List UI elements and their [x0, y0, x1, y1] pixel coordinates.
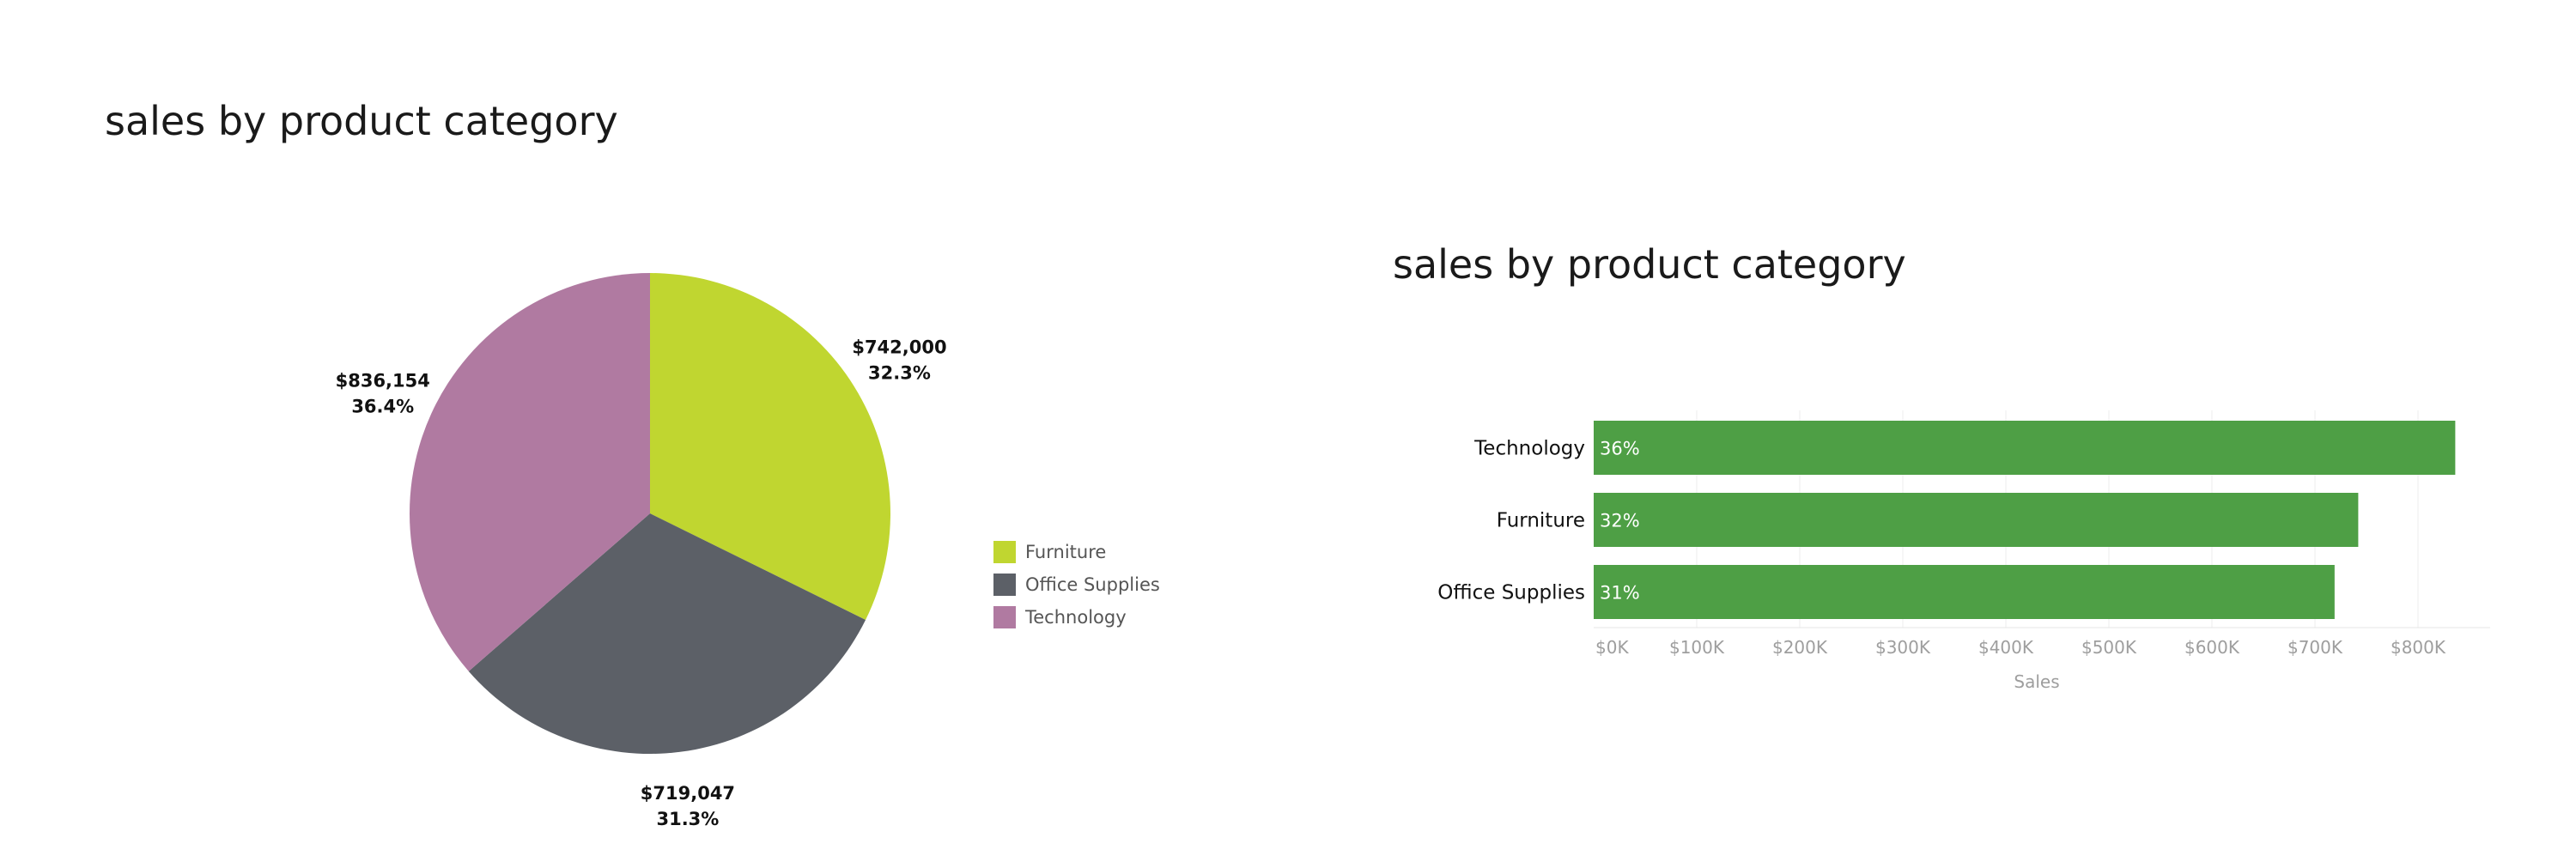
pie-value-label-technology: $836,154 [336, 370, 430, 391]
x-tick-label: $600K [2184, 637, 2240, 658]
bar-x-axis-title: Sales [2014, 671, 2059, 692]
pie-slice-office-supplies[interactable] [468, 513, 866, 754]
pie-legend: Furniture Office Supplies Technology [993, 541, 1160, 628]
category-label-technology: Technology [1473, 438, 1585, 460]
legend-item-furniture[interactable]: Furniture [993, 541, 1106, 563]
bar-data-label-furniture: 32% [1600, 511, 1640, 531]
x-tick-label: $100K [1669, 637, 1725, 658]
category-label-office-supplies: Office Supplies [1437, 582, 1585, 604]
pie-value-label-furniture: $742,000 [852, 337, 946, 357]
pie-value-label-office-supplies: $719,047 [641, 783, 735, 804]
legend-item-office-supplies[interactable]: Office Supplies [993, 574, 1160, 596]
bar-bars: Technology 36% Furniture 32% Office Supplies… [1437, 421, 2456, 619]
pie-labels: $742,000 32.3% $719,047 31.3% $836,154 36.4% [336, 337, 947, 829]
legend-label-office-supplies: Office Supplies [1025, 574, 1160, 595]
x-tick-label: $500K [2081, 637, 2137, 658]
x-tick-label: $300K [1875, 637, 1931, 658]
x-tick-label: $400K [1978, 637, 2034, 658]
pie-slice-furniture[interactable] [650, 273, 890, 620]
bar-x-axis: $0K $100K $200K $300K $400K $500K $600K $700K $8… [1595, 637, 2446, 658]
bar-data-label-office-supplies: 31% [1600, 583, 1640, 604]
x-tick-label: $200K [1772, 637, 1828, 658]
pie-chart-panel: sales by product category $742,00032.3%$… [105, 98, 1160, 829]
legend-label-technology: Technology [1024, 607, 1127, 628]
pie-slices [410, 273, 890, 754]
category-label-furniture: Furniture [1497, 510, 1585, 532]
legend-swatch-office-supplies [993, 574, 1016, 596]
bar-chart-title: sales by product category [1393, 241, 1906, 288]
x-tick-label: $0K [1595, 637, 1629, 658]
bar-technology[interactable] [1594, 421, 2456, 475]
legend-label-furniture: Furniture [1025, 542, 1106, 562]
x-tick-label: $700K [2287, 637, 2343, 658]
legend-item-technology[interactable]: Technology [993, 606, 1127, 628]
pie-chart-title: sales by product category [105, 98, 618, 144]
legend-swatch-furniture [993, 541, 1016, 563]
bar-furniture[interactable] [1594, 493, 2359, 547]
bar-data-label-technology: 36% [1600, 439, 1640, 459]
x-tick-label: $800K [2391, 637, 2446, 658]
pie-percent-label-furniture: 32.3% [868, 362, 931, 383]
bar-chart-panel: sales by product category Technology 36% F… [1393, 241, 2490, 692]
bar-office-supplies[interactable] [1594, 565, 2335, 619]
legend-swatch-technology [993, 606, 1016, 628]
pie-percent-label-technology: 36.4% [351, 396, 414, 416]
pie-slice-technology[interactable] [410, 273, 650, 671]
pie-percent-label-office-supplies: 31.3% [656, 809, 719, 829]
